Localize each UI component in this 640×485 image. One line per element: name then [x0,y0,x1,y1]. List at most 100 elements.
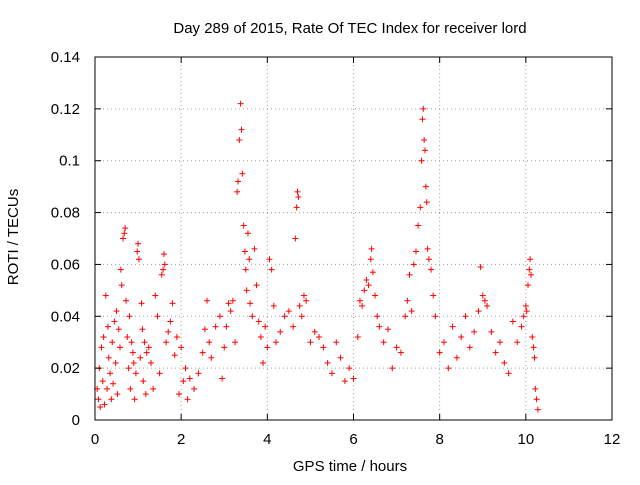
x-tick-label: 6 [349,431,357,448]
data-point [281,313,288,320]
x-tick-label: 10 [517,431,534,448]
data-point [523,308,530,315]
data-point [247,300,254,307]
data-point [393,344,400,351]
data-point [118,282,125,289]
data-point [418,157,425,164]
data-point [141,339,148,346]
data-point [97,404,104,411]
y-tick-label: 0 [72,412,80,429]
data-point [201,326,208,333]
data-point [104,323,111,330]
data-point [534,406,541,413]
data-point [341,378,348,385]
data-point [117,266,124,273]
data-point [475,308,482,315]
data-point [372,292,379,299]
data-point [412,248,419,255]
data-point [229,297,236,304]
data-point [384,326,391,333]
data-point [242,266,249,273]
x-axis-label: GPS time / hours [293,458,407,475]
data-point [105,354,112,361]
data-point [449,323,456,330]
data-point [359,302,366,309]
data-point [163,339,170,346]
data-point [199,349,206,356]
data-point [406,271,413,278]
data-point [139,326,146,333]
data-point [458,334,465,341]
data-point [324,359,331,366]
data-point [307,339,314,346]
data-point [219,375,226,382]
data-point [134,248,141,255]
data-point [481,297,488,304]
data-point [173,334,180,341]
data-point [221,344,228,351]
data-point [425,256,432,263]
x-tick-label: 4 [263,431,271,448]
data-point [125,365,132,372]
data-point [120,235,127,242]
data-point [110,380,117,387]
data-point [453,354,460,361]
data-point [380,339,387,346]
data-point [225,300,232,307]
data-point [290,323,297,330]
data-point [227,308,234,315]
data-point [182,365,189,372]
data-point [328,370,335,377]
data-point [108,396,115,403]
data-point [216,313,223,320]
data-point [420,105,427,112]
data-point [268,266,275,273]
y-tick-label: 0.02 [51,360,80,377]
data-point [496,339,503,346]
data-point [160,266,167,273]
data-point [417,204,424,211]
data-point [445,365,452,372]
data-point [236,136,243,143]
data-point [156,370,163,377]
data-point [99,378,106,385]
data-point [145,344,152,351]
data-point [462,313,469,320]
data-point [232,339,239,346]
data-point [239,170,246,177]
data-point [111,318,118,325]
data-point [95,396,102,403]
y-tick-label: 0.06 [51,256,80,273]
data-point [300,292,307,299]
data-point [422,183,429,190]
data-point [152,292,159,299]
data-point [294,188,301,195]
data-point [277,328,284,335]
data-point [109,339,116,346]
data-point [369,269,376,276]
data-point [356,297,363,304]
ticks-layer: 0 2 4 6 8 10 12 0 0.02 0.04 0.06 0.08 0.1 0.12 0.14 [51,49,621,448]
x-tick-label: 12 [604,431,621,448]
data-point [292,235,299,242]
data-point [135,256,142,263]
data-point [365,282,372,289]
data-point [415,222,422,229]
data-point [367,256,374,263]
data-point [206,339,213,346]
data-point [424,245,431,252]
data-point [138,300,145,307]
y-tick-label: 0.1 [59,153,80,170]
data-point [303,297,310,304]
y-tick-label: 0.04 [51,308,80,325]
data-point [488,328,495,335]
data-point [421,136,428,143]
data-point [112,359,119,366]
data-point [432,313,439,320]
data-point [374,313,381,320]
data-point [113,308,120,315]
data-point [180,378,187,385]
data-point [238,126,245,133]
